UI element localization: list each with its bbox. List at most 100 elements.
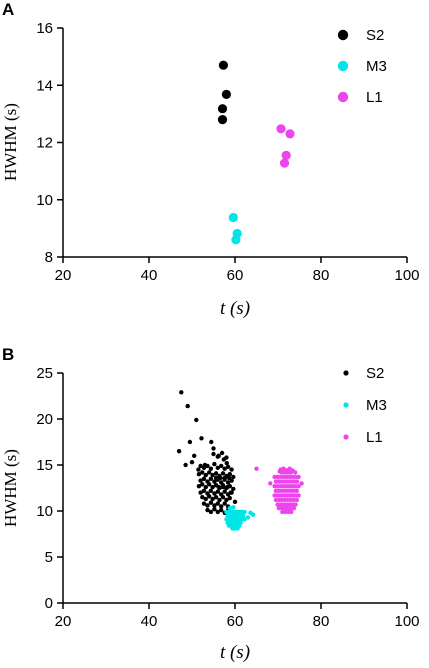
panel-a-letter: A <box>2 0 14 19</box>
panel-b-point-s2 <box>199 436 204 441</box>
panel-b-point-s2 <box>225 464 231 469</box>
panel-b-point-s2 <box>205 503 210 508</box>
panel-b-point-s2 <box>212 507 217 512</box>
panel-b-point-s2 <box>196 467 201 472</box>
panel-b-point-s2 <box>196 484 202 489</box>
panel-b-point-s2 <box>222 501 227 506</box>
panel-b-series-l1 <box>254 466 304 515</box>
panel-b-point-m3 <box>241 513 246 518</box>
panel-b-point-s2 <box>208 476 214 481</box>
panel-b-point-s2 <box>220 471 226 476</box>
panel-b-point-s2 <box>215 509 220 515</box>
panel-b-point-s2 <box>201 501 207 506</box>
panel-b-point-m3 <box>242 509 247 515</box>
panel-b-point-s2 <box>229 467 234 472</box>
panel-b-x-tick-label: 40 <box>141 613 158 630</box>
panel-b-y-tick-label: 5 <box>45 549 53 566</box>
panel-a-x-tick-label: 40 <box>141 267 158 284</box>
panel-b-point-s2 <box>224 455 229 460</box>
panel-b-point-m3 <box>250 512 256 517</box>
panel-b-legend-marker-s2 <box>343 370 349 376</box>
panel-b-point-s2 <box>218 475 223 481</box>
panel-a-legend-marker-s2 <box>337 29 349 41</box>
panel-b-point-s2 <box>225 492 231 497</box>
panel-b-point-l1 <box>293 470 298 475</box>
panel-b-point-s2 <box>192 453 197 458</box>
panel-b-point-s2 <box>211 451 216 457</box>
panel-b-point-s2 <box>209 439 214 445</box>
panel-a-legend-marker-l1 <box>337 91 349 103</box>
panel-b-point-s2 <box>176 449 182 454</box>
panel-b-point-s2 <box>196 472 202 477</box>
panel-b-y-axis-label: HWHM (s) <box>1 449 20 527</box>
panel-b-point-s2 <box>203 496 208 502</box>
panel-a-y-tick-label: 10 <box>36 192 53 209</box>
panel-b-point-s2 <box>201 488 207 493</box>
panel-b-point-s2 <box>185 403 190 409</box>
panel-a-point-m3 <box>228 212 238 223</box>
panel-a-x-tick-label: 20 <box>55 267 72 284</box>
panel-b-point-l1 <box>294 488 300 493</box>
panel-a-y-tick-label: 14 <box>36 77 53 94</box>
panel-b-y-tick-label: 0 <box>45 595 53 612</box>
panel-b-point-s2 <box>212 491 217 496</box>
panel-b-point-s2 <box>212 479 217 484</box>
panel-b-point-s2 <box>198 490 203 495</box>
panel-b-point-s2 <box>200 495 205 500</box>
panel-a-point-l1 <box>279 158 290 168</box>
panel-b-point-m3 <box>245 515 251 520</box>
panel-a-y-tick-label: 16 <box>36 20 53 37</box>
panel-b-point-s2 <box>210 472 215 478</box>
panel-b-point-s2 <box>216 484 221 490</box>
panel-b-point-s2 <box>222 489 227 494</box>
panel-b-point-l1 <box>294 479 300 484</box>
panel-b-point-s2 <box>200 470 205 475</box>
panel-a-x-tick-label: 100 <box>394 267 419 284</box>
panel-b-y-tick-label: 10 <box>36 503 53 520</box>
panel-b-legend-label-m3: M3 <box>366 397 387 414</box>
panel-b-point-s2 <box>220 495 226 500</box>
panel-b-point-l1 <box>299 481 304 486</box>
panel-b-point-s2 <box>229 490 234 495</box>
panel-b-point-s2 <box>231 486 236 492</box>
panel-b-point-s2 <box>219 507 224 513</box>
panel-b-point-s2 <box>207 482 212 487</box>
panel-b-point-s2 <box>210 496 215 502</box>
panel-b-point-s2 <box>215 465 220 470</box>
panel-b-point-l1 <box>277 469 282 474</box>
panel-a-x-tick-label: 80 <box>313 267 330 284</box>
panel-b-point-s2 <box>212 461 217 467</box>
panel-b-point-l1 <box>296 484 301 489</box>
panel-b-point-l1 <box>293 502 298 507</box>
panel-a-series-m3 <box>228 212 242 245</box>
panel-b-legend-label-s2: S2 <box>366 365 384 382</box>
panel-a-point-s2 <box>221 89 231 99</box>
panel-b-point-s2 <box>189 460 195 465</box>
panel-b-point-s2 <box>187 439 193 445</box>
panel-b-point-s2 <box>203 472 208 478</box>
panel-b-point-s2 <box>225 484 230 490</box>
panel-a-y-axis-label: HWHM (s) <box>1 103 20 181</box>
panel-b-point-s2 <box>198 463 203 469</box>
panel-a-series-s2 <box>217 60 231 125</box>
panel-b-point-s2 <box>203 484 208 490</box>
panel-b-x-axis-label: t (s) <box>220 642 250 663</box>
panel-b: B 0 5 10 15 20 25 20 40 60 80 100 S2 M3 L1 HWHM (s)… <box>1 345 420 663</box>
panel-a-point-s2 <box>217 115 228 125</box>
panel-b-letter: B <box>2 345 14 364</box>
panel-a-point-s2 <box>218 60 228 70</box>
panel-a-x-tick-label: 60 <box>227 267 244 284</box>
panel-b-point-s2 <box>219 463 224 469</box>
panel-a-x-ticks: 20 40 60 80 100 <box>55 257 420 284</box>
panel-b-point-s2 <box>213 495 219 500</box>
panel-b-point-s2 <box>210 484 215 490</box>
panel-b-point-s2 <box>194 417 199 423</box>
panel-b-point-l1 <box>282 469 288 474</box>
panel-b-point-m3 <box>231 505 236 510</box>
panel-b-legend-label-l1: L1 <box>366 429 383 446</box>
panel-b-point-l1 <box>296 493 301 498</box>
panel-a-y-ticks: 8 10 12 14 16 <box>36 20 63 266</box>
panel-b-point-l1 <box>287 468 293 473</box>
